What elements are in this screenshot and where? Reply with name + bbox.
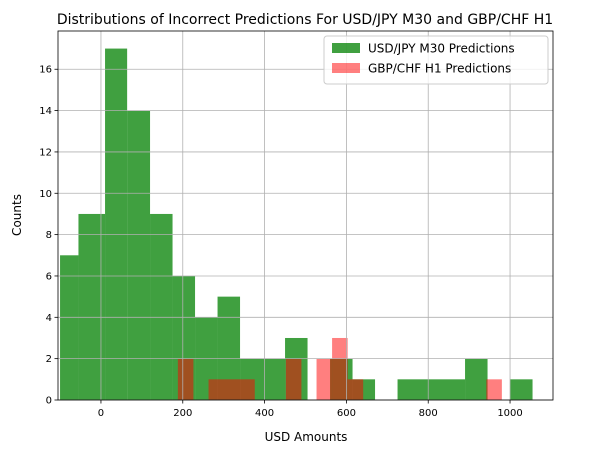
bar-series-0-bin-14 bbox=[397, 379, 466, 400]
y-tick-label: 10 bbox=[39, 189, 52, 200]
bar-series-0-bin-17 bbox=[510, 379, 533, 400]
bar-series-0-bin-3 bbox=[127, 110, 151, 401]
x-tick-label: 0 bbox=[98, 408, 104, 419]
bar-series-0-bin-2 bbox=[105, 48, 128, 400]
x-tick-label: 800 bbox=[419, 408, 438, 419]
bar-series-0-bin-15 bbox=[465, 358, 488, 400]
bar-series-1-bin-5 bbox=[347, 379, 364, 400]
bar-series-1-bin-1 bbox=[208, 379, 255, 400]
legend-swatch-1 bbox=[332, 63, 360, 73]
bar-series-0-bin-4 bbox=[150, 213, 173, 400]
y-tick-label: 2 bbox=[46, 354, 52, 365]
bar-series-1-bin-4 bbox=[332, 337, 348, 400]
y-tick-label: 8 bbox=[46, 230, 52, 241]
bar-series-1-bin-3 bbox=[316, 358, 333, 400]
bar-series-1-bin-0 bbox=[177, 358, 194, 400]
legend: USD/JPY M30 Predictions GBP/CHF H1 Predic… bbox=[323, 35, 549, 85]
x-tick-label: 200 bbox=[173, 408, 192, 419]
y-tick-label: 6 bbox=[46, 271, 52, 282]
legend-label-0: USD/JPY M30 Predictions bbox=[368, 42, 515, 56]
bar-series-0-bin-7 bbox=[217, 296, 241, 400]
bar-series-1-bin-2 bbox=[285, 358, 302, 400]
y-tick-label: 0 bbox=[46, 396, 52, 407]
chart-title: Distributions of Incorrect Predictions F… bbox=[57, 12, 553, 28]
x-axis-label: USD Amounts bbox=[265, 430, 348, 444]
axes-frame bbox=[57, 30, 554, 401]
bar-series-0-bin-0 bbox=[60, 255, 79, 400]
y-axis-label: Counts bbox=[10, 194, 24, 236]
legend-swatch-0 bbox=[332, 43, 360, 53]
y-tick-label: 4 bbox=[46, 313, 52, 324]
bar-series-1-bin-6 bbox=[486, 379, 502, 400]
x-tick-label: 400 bbox=[255, 408, 274, 419]
y-tick-label: 16 bbox=[39, 65, 52, 76]
legend-box bbox=[323, 35, 549, 85]
x-tick-label: 1000 bbox=[497, 408, 522, 419]
plot-area: 0 200 400 600 800 1000 0 2 4 6 8 10 12 14 16 bbox=[39, 30, 554, 419]
legend-label-1: GBP/CHF H1 Predictions bbox=[368, 62, 511, 76]
y-tick-label: 14 bbox=[39, 106, 52, 117]
x-tick-label: 600 bbox=[337, 408, 356, 419]
y-tick-label: 12 bbox=[39, 147, 52, 158]
